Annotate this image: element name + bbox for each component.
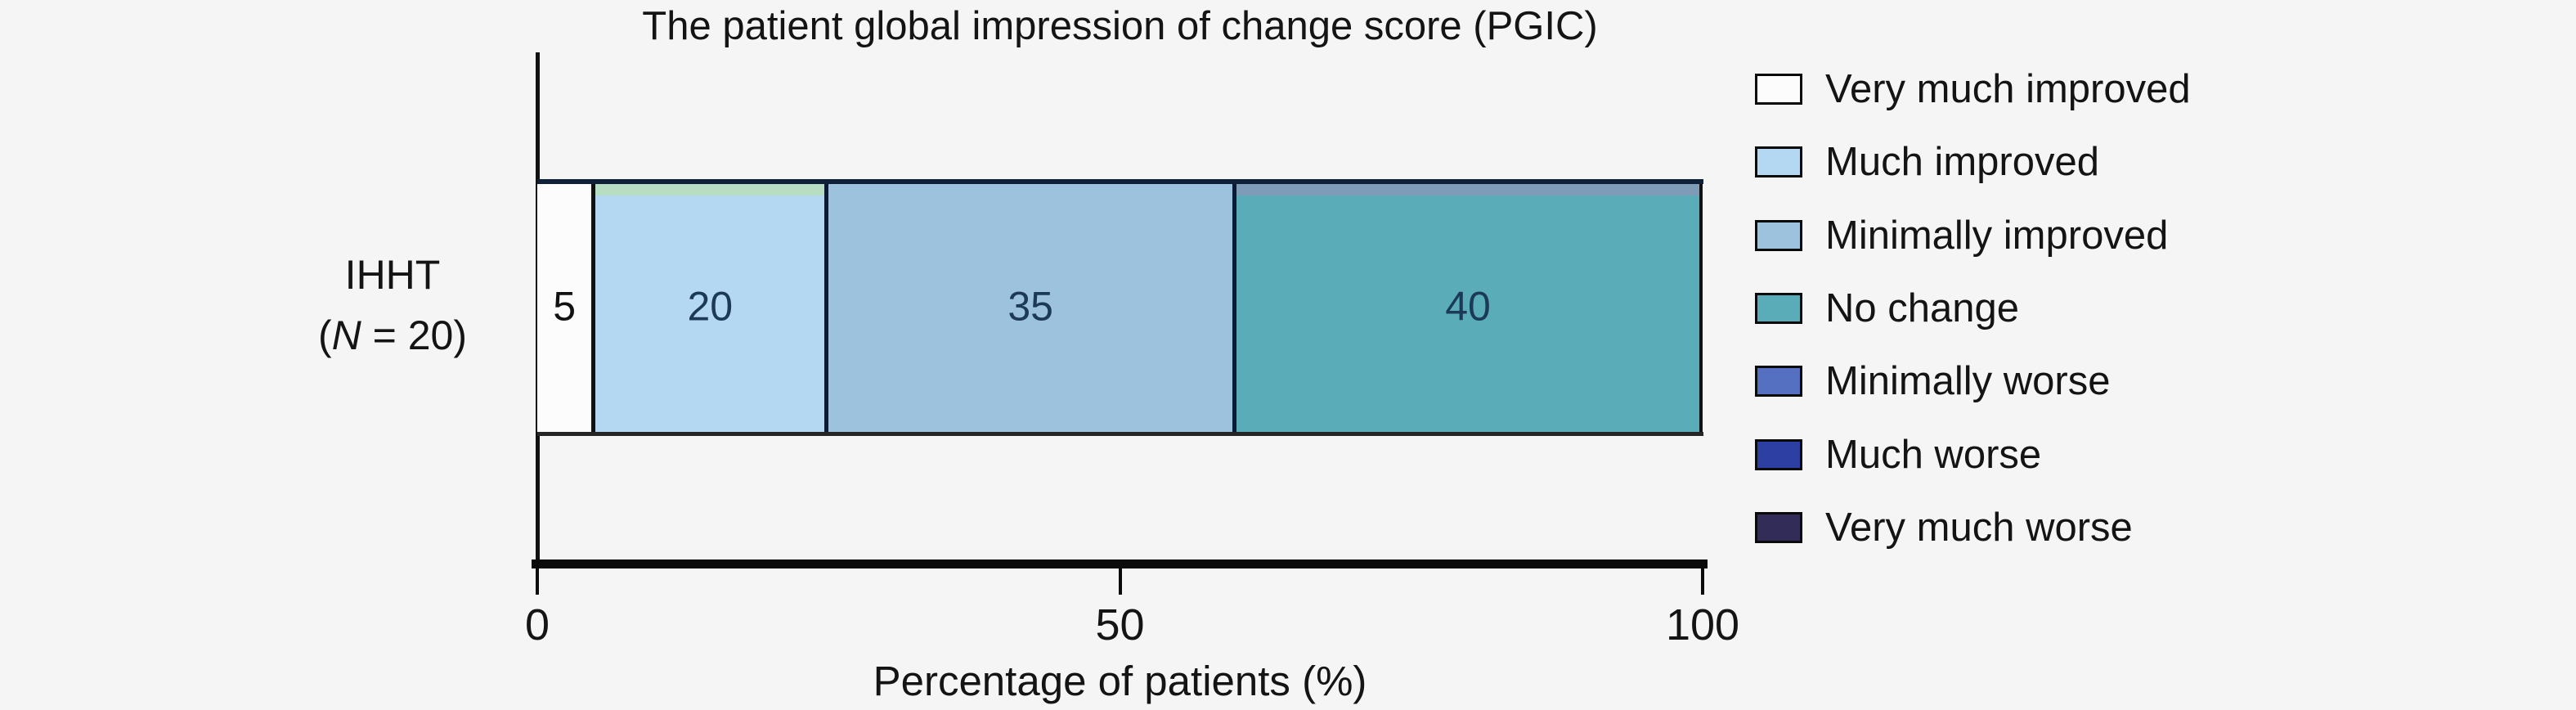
legend-item: No change — [1755, 286, 2019, 330]
bar-segment-value: 40 — [1445, 283, 1491, 330]
legend-label: No change — [1825, 285, 2020, 330]
legend-item: Minimally worse — [1755, 359, 2111, 403]
bar-segment-top-strip — [595, 184, 825, 195]
x-tick-label: 0 — [524, 600, 550, 649]
legend-label: Much worse — [1825, 432, 2042, 477]
legend-label: Minimally worse — [1825, 359, 2111, 404]
x-axis-title: Percentage of patients (%) — [873, 658, 1367, 704]
bar-segment: 35 — [828, 184, 1236, 432]
legend-item: Much worse — [1755, 433, 2041, 477]
legend-swatch — [1755, 511, 1802, 543]
legend-swatch — [1755, 366, 1802, 398]
x-tick-label: 50 — [1095, 600, 1145, 649]
bar-segment: 20 — [595, 184, 829, 432]
x-tick — [1118, 564, 1122, 595]
legend-swatch — [1755, 292, 1802, 324]
legend-swatch — [1755, 146, 1802, 178]
bar-segment: 5 — [537, 184, 596, 432]
x-tick — [536, 564, 539, 595]
stacked-bar: 5 20 35 40 — [537, 179, 1703, 436]
legend-swatch — [1755, 438, 1802, 470]
x-tick — [1701, 564, 1704, 595]
legend-label: Minimally improved — [1825, 213, 2169, 258]
legend-label: Very much improved — [1825, 67, 2191, 111]
bar-segment-value: 35 — [1008, 283, 1053, 330]
category-n-italic: N — [331, 312, 361, 358]
x-tick-label: 100 — [1665, 600, 1740, 649]
bar-segment-top-strip — [1236, 184, 1699, 195]
legend-swatch — [1755, 219, 1802, 251]
legend-swatch — [1755, 74, 1802, 105]
legend-item: Much improved — [1755, 140, 2099, 184]
chart-title: The patient global impression of change … — [642, 4, 1598, 48]
legend-label: Very much worse — [1825, 505, 2133, 550]
legend-item: Very much improved — [1755, 67, 2191, 111]
bar-segment-value: 20 — [687, 283, 734, 330]
category-label-line2: (N = 20) — [317, 312, 467, 358]
bar-segment: 40 — [1236, 184, 1703, 432]
legend-label: Much improved — [1825, 140, 2099, 185]
category-label: IHHT (N = 20) — [270, 245, 515, 366]
legend-item: Minimally improved — [1755, 213, 2168, 258]
bar-segment-value: 5 — [553, 283, 577, 330]
category-label-line1: IHHT — [344, 252, 441, 298]
legend-item: Very much worse — [1755, 506, 2133, 550]
